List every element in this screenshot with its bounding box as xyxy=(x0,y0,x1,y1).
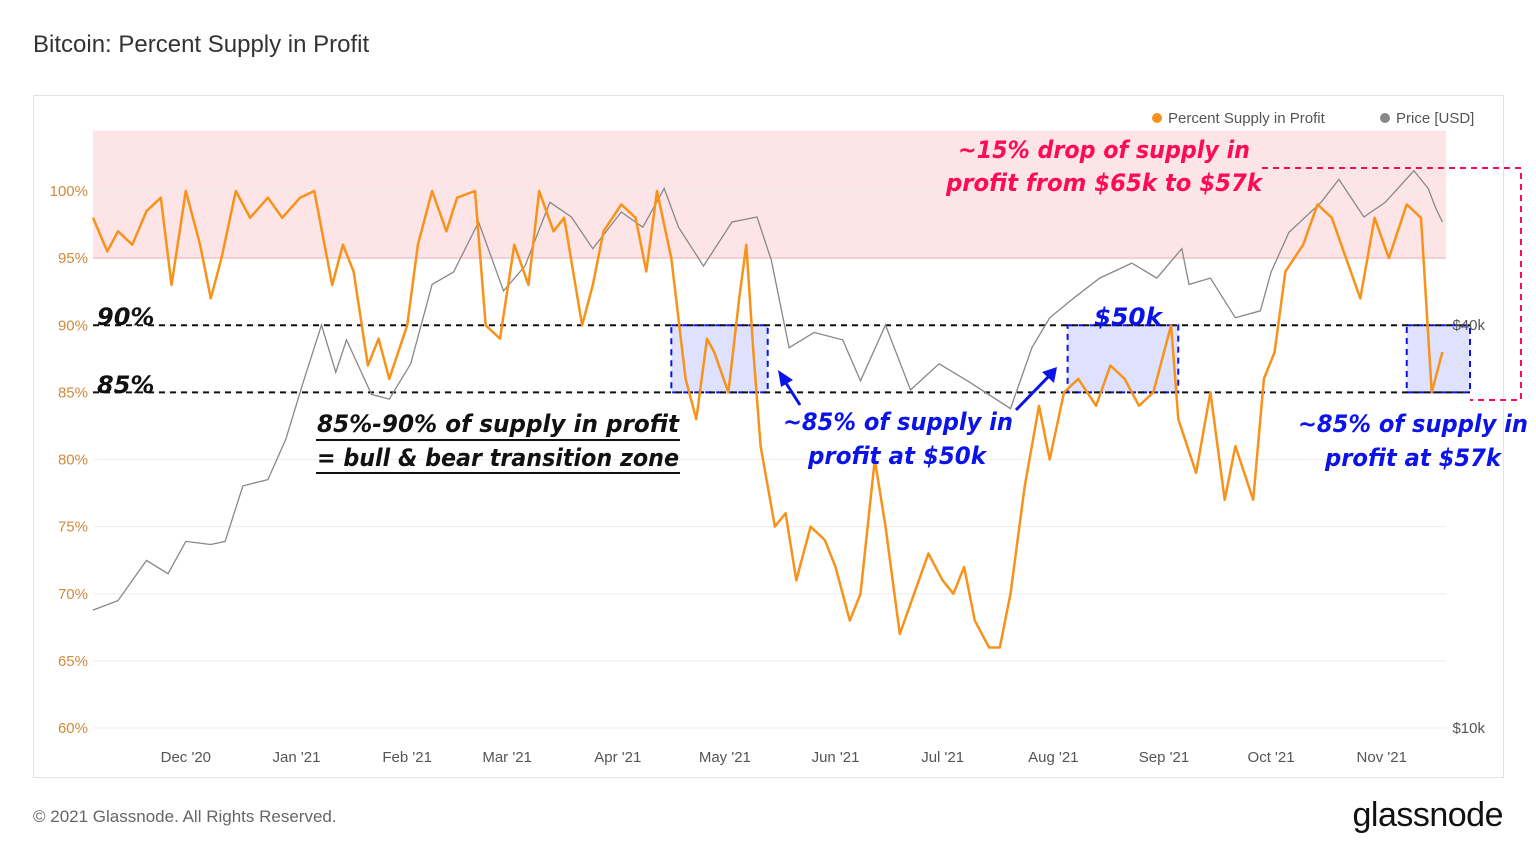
drop-annotation-line2: profit from $65k to $57k xyxy=(945,169,1264,197)
highlight-zone xyxy=(1066,324,1180,394)
may-annotation-line2: profit at $50k xyxy=(807,442,988,470)
series-line-supply xyxy=(91,189,1444,649)
may-annotation-line1: ~85% of supply in xyxy=(783,408,1013,436)
x-tick-label: May '21 xyxy=(699,749,751,766)
legend-marker-supply xyxy=(1152,113,1162,123)
x-tick-label: Dec '20 xyxy=(161,749,211,766)
x-tick-label: Jan '21 xyxy=(273,749,321,766)
legend-price[interactable]: Price [USD] xyxy=(1396,110,1474,127)
x-tick-label: Nov '21 xyxy=(1357,749,1407,766)
x-tick-label: Jun '21 xyxy=(812,749,860,766)
ref-label-85: 85% xyxy=(97,371,154,399)
glassnode-logo[interactable]: glassnode xyxy=(1352,796,1503,834)
nov-annotation-line2: profit at $57k xyxy=(1324,444,1503,472)
x-tick-label: Apr '21 xyxy=(594,749,641,766)
drop-bracket xyxy=(1262,167,1522,401)
legend-marker-price xyxy=(1380,113,1390,123)
ref-label-90: 90% xyxy=(97,303,154,331)
profit-band-fill xyxy=(93,130,1446,259)
x-tick-label: Sep '21 xyxy=(1139,749,1189,766)
y-tick-label: 80% xyxy=(58,452,88,469)
series-line-price xyxy=(92,169,1443,611)
y-tick-label: 65% xyxy=(58,653,88,670)
y-right-tick-label: $10k xyxy=(1452,720,1485,737)
x-tick-label: Mar '21 xyxy=(482,749,532,766)
y-tick-label: 90% xyxy=(58,317,88,334)
y-tick-label: 100% xyxy=(50,183,88,200)
arrow-icon-aug xyxy=(1014,367,1057,412)
arrow-icon-may xyxy=(778,370,802,406)
x-tick-label: Feb '21 xyxy=(382,749,432,766)
y-tick-label: 70% xyxy=(58,586,88,603)
zone-annotation-line2: = bull & bear transition zone xyxy=(317,444,679,472)
y-tick-label: 75% xyxy=(58,519,88,536)
zone-annotation-line1: 85%-90% of supply in profit xyxy=(317,410,680,438)
y-right-tick-label: $40k xyxy=(1452,317,1485,334)
x-tick-label: Aug '21 xyxy=(1028,749,1078,766)
nov-annotation-line1: ~85% of supply in xyxy=(1298,410,1528,438)
aug-annotation: $50k xyxy=(1094,303,1164,331)
y-tick-label: 85% xyxy=(58,384,88,401)
x-tick-label: Jul '21 xyxy=(921,749,964,766)
drop-annotation-line1: ~15% drop of supply in xyxy=(958,136,1250,164)
y-tick-label: 60% xyxy=(58,720,88,737)
chart-card xyxy=(33,95,1504,778)
chart-title: Bitcoin: Percent Supply in Profit xyxy=(33,31,370,58)
y-tick-label: 95% xyxy=(58,250,88,267)
highlight-zone xyxy=(1405,324,1471,394)
footer-copyright: © 2021 Glassnode. All Rights Reserved. xyxy=(33,807,337,826)
x-tick-label: Oct '21 xyxy=(1248,749,1295,766)
legend-supply[interactable]: Percent Supply in Profit xyxy=(1168,110,1326,127)
